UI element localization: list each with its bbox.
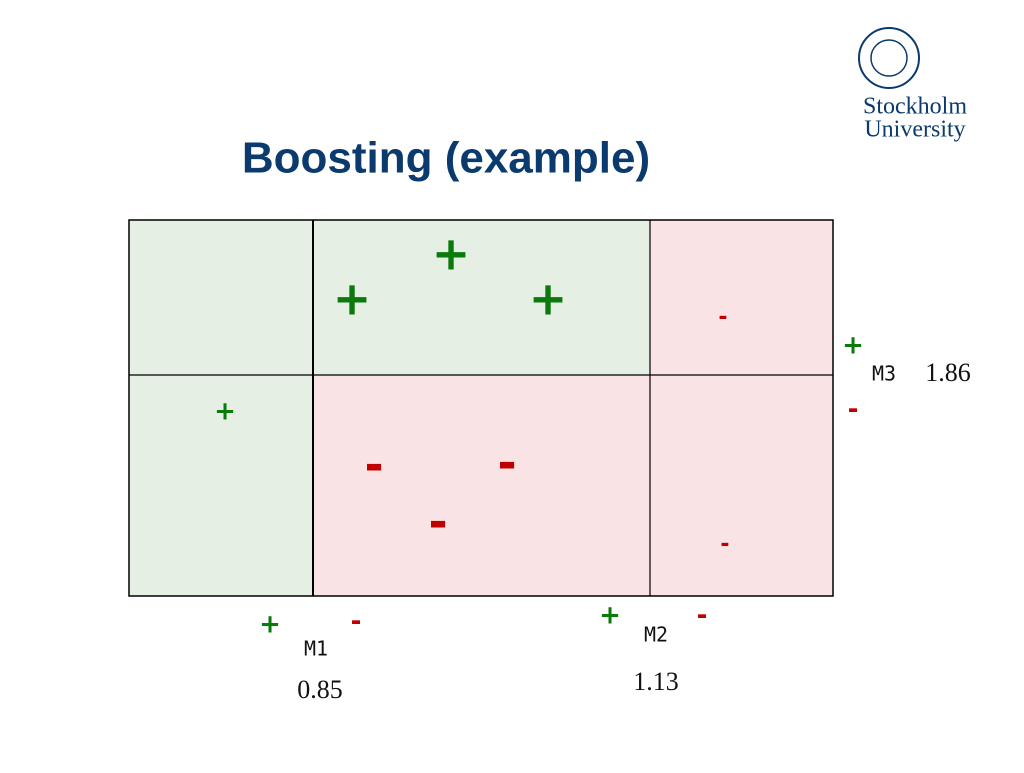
data-point: + <box>333 272 372 326</box>
box-border <box>128 219 834 597</box>
slide-title: Boosting (example) <box>242 134 650 183</box>
logo-text: Stockholm <box>863 94 967 120</box>
classifier-weight: 1.13 <box>633 667 679 696</box>
data-point: + <box>529 272 568 326</box>
side-sign: - <box>351 607 362 637</box>
logo-text: University <box>864 117 965 143</box>
side-sign: + <box>259 610 281 640</box>
side-sign: - <box>697 601 708 631</box>
region-negative <box>650 220 833 596</box>
region-negative <box>313 375 650 596</box>
classifier-weight: 0.85 <box>297 675 343 704</box>
data-point: - <box>497 436 516 490</box>
side-sign: + <box>599 601 621 631</box>
side-sign: - <box>848 395 859 425</box>
classifier-label: M1 <box>304 637 328 661</box>
data-point: - <box>720 532 729 557</box>
data-point: - <box>718 305 727 330</box>
data-point: + <box>432 227 471 281</box>
data-point: - <box>428 495 447 549</box>
classifier-weight: 1.86 <box>925 358 971 387</box>
logo-emblem <box>858 27 920 89</box>
region-positive <box>129 220 313 596</box>
classifier-label: M2 <box>644 623 668 647</box>
side-sign: + <box>842 331 864 361</box>
data-point: - <box>364 438 383 492</box>
classifier-label: M3 <box>872 362 896 386</box>
region-positive <box>313 220 650 375</box>
logo-emblem-inner <box>870 39 908 77</box>
logo: Stockholm University <box>858 27 967 143</box>
diagram-box <box>128 219 834 597</box>
data-point: + <box>214 397 236 427</box>
